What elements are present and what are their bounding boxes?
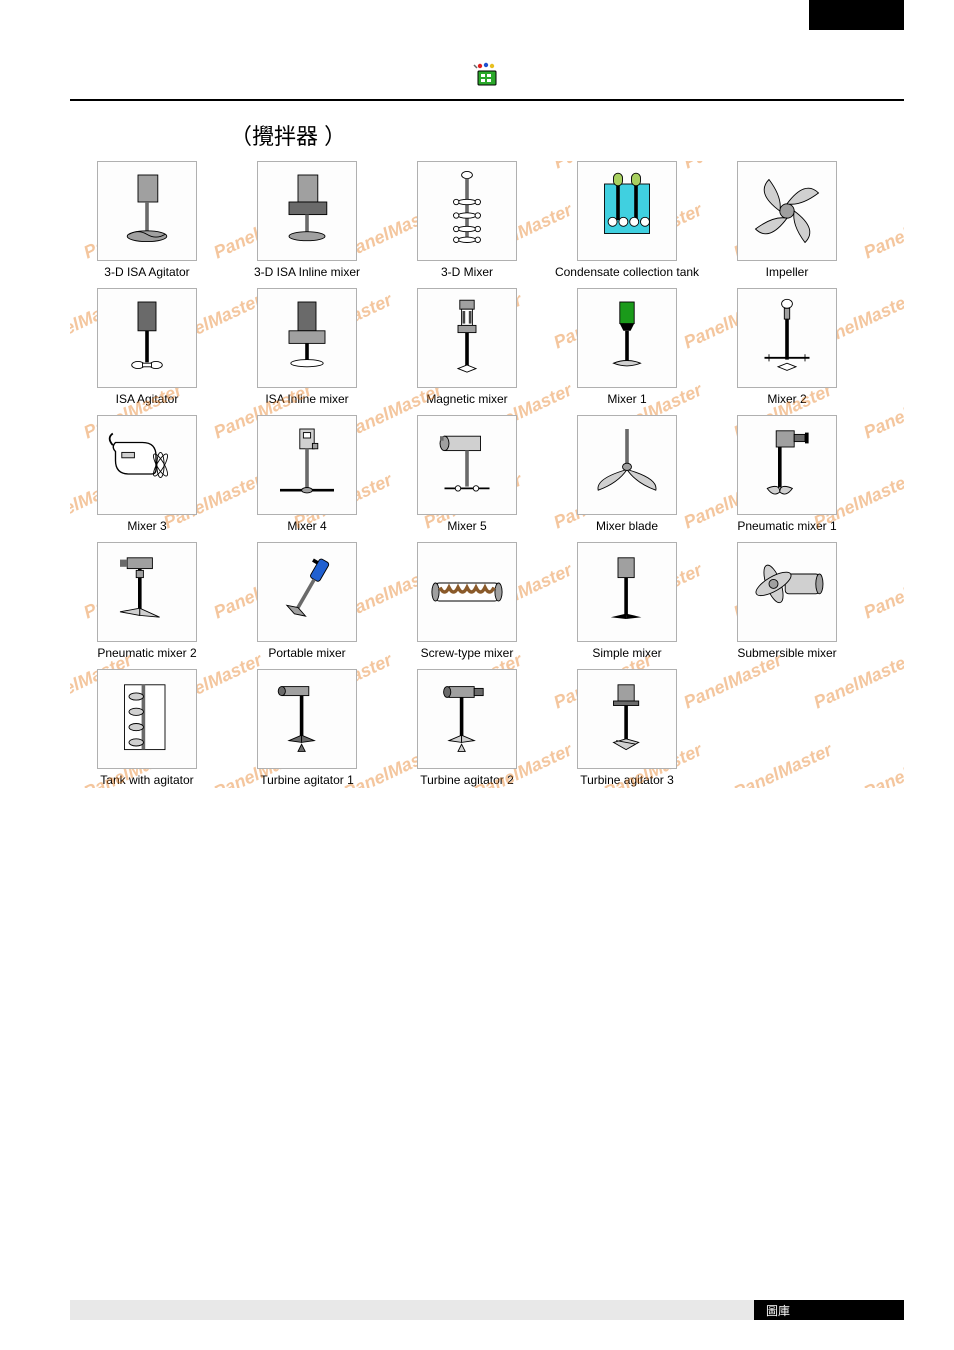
isa_inline-icon xyxy=(257,288,357,388)
mixer_3d-icon xyxy=(417,161,517,261)
turbine3-icon xyxy=(577,669,677,769)
agitator_3d_isa-icon xyxy=(97,161,197,261)
submersible-icon xyxy=(737,542,837,642)
turbine2-icon xyxy=(417,669,517,769)
footer: 圖庫 xyxy=(70,1300,904,1320)
gallery-item[interactable]: Mixer 2 xyxy=(710,288,864,407)
gallery-item-label: Turbine agitator 2 xyxy=(420,773,514,788)
gallery-item[interactable]: Mixer 5 xyxy=(390,415,544,534)
gallery-item-label: Pneumatic mixer 1 xyxy=(737,519,836,534)
magnetic_mixer-icon xyxy=(417,288,517,388)
screw-icon xyxy=(417,542,517,642)
footer-label: 圖庫 xyxy=(766,1302,790,1319)
gallery-item-label: Impeller xyxy=(766,265,809,280)
mixer4-icon xyxy=(257,415,357,515)
gallery-item[interactable]: Turbine agitator 2 xyxy=(390,669,544,788)
gallery-item[interactable]: Mixer blade xyxy=(550,415,704,534)
gallery-item[interactable]: 3-D Mixer xyxy=(390,161,544,280)
gallery-item-label: 3-D ISA Inline mixer xyxy=(254,265,360,280)
mixer_blade-icon xyxy=(577,415,677,515)
gallery-item-label: Mixer 1 xyxy=(607,392,646,407)
gallery-item-label: 3-D ISA Agitator xyxy=(104,265,189,280)
gallery-item[interactable]: Impeller xyxy=(710,161,864,280)
simple-icon xyxy=(577,542,677,642)
gallery-item-label: Pneumatic mixer 2 xyxy=(97,646,196,661)
mixer5-icon xyxy=(417,415,517,515)
gallery-item-label: Mixer 4 xyxy=(287,519,326,534)
gallery-item[interactable]: Mixer 1 xyxy=(550,288,704,407)
gallery-item[interactable]: 3-D ISA Agitator xyxy=(70,161,224,280)
pneumatic2-icon xyxy=(97,542,197,642)
tank_agitator-icon xyxy=(97,669,197,769)
gallery-item[interactable]: 3-D ISA Inline mixer xyxy=(230,161,384,280)
gallery-item-label: Mixer 3 xyxy=(127,519,166,534)
header-icon xyxy=(472,61,502,87)
header-rule xyxy=(70,65,904,101)
condensate_tank-icon xyxy=(577,161,677,261)
gallery-item[interactable]: Magnetic mixer xyxy=(390,288,544,407)
gallery-item[interactable]: Tank with agitator xyxy=(70,669,224,788)
isa_agitator-icon xyxy=(97,288,197,388)
gallery-item-label: ISA Agitator xyxy=(116,392,179,407)
page-container: （攪拌器 ） PanelMasterPanelMasterPanelMaster… xyxy=(0,0,954,788)
gallery-item-label: Mixer blade xyxy=(596,519,658,534)
gallery-item-label: Mixer 5 xyxy=(447,519,486,534)
gallery-item[interactable]: ISA Agitator xyxy=(70,288,224,407)
gallery-item[interactable]: ISA Inline mixer xyxy=(230,288,384,407)
footer-tab: 圖庫 xyxy=(754,1300,904,1320)
title-row: （攪拌器 ） xyxy=(70,119,904,151)
icon-grid: PanelMasterPanelMasterPanelMasterPanelMa… xyxy=(70,161,904,788)
gallery-item-label: Mixer 2 xyxy=(767,392,806,407)
gallery-item[interactable]: Portable mixer xyxy=(230,542,384,661)
gallery-item[interactable]: Simple mixer xyxy=(550,542,704,661)
top-black-tab xyxy=(809,0,904,30)
gallery-item-label: Turbine agitator 1 xyxy=(260,773,354,788)
gallery-item-label: Condensate collection tank xyxy=(555,265,699,280)
impeller-icon xyxy=(737,161,837,261)
portable-icon xyxy=(257,542,357,642)
gallery-item[interactable]: Turbine agitator 3 xyxy=(550,669,704,788)
gallery-item[interactable]: Submersible mixer xyxy=(710,542,864,661)
mixer3-icon xyxy=(97,415,197,515)
gallery-item[interactable]: Pneumatic mixer 1 xyxy=(710,415,864,534)
gallery-item-label: Portable mixer xyxy=(268,646,345,661)
pneumatic1-icon xyxy=(737,415,837,515)
mixer1-icon xyxy=(577,288,677,388)
agitator_3d_isa_inline-icon xyxy=(257,161,357,261)
page-title: （攪拌器 ） xyxy=(230,124,346,149)
gallery-item-label: Tank with agitator xyxy=(100,773,193,788)
gallery-item-label: Screw-type mixer xyxy=(421,646,514,661)
gallery-item-label: Simple mixer xyxy=(592,646,661,661)
gallery-item[interactable]: Mixer 3 xyxy=(70,415,224,534)
turbine1-icon xyxy=(257,669,357,769)
gallery-item-label: Turbine agitator 3 xyxy=(580,773,674,788)
mixer2-icon xyxy=(737,288,837,388)
gallery-item[interactable]: Mixer 4 xyxy=(230,415,384,534)
gallery-item[interactable]: Screw-type mixer xyxy=(390,542,544,661)
gallery-item-label: Magnetic mixer xyxy=(426,392,507,407)
gallery-item[interactable]: Pneumatic mixer 2 xyxy=(70,542,224,661)
gallery-item[interactable]: Turbine agitator 1 xyxy=(230,669,384,788)
gallery-item-label: Submersible mixer xyxy=(737,646,836,661)
gallery-item-label: 3-D Mixer xyxy=(441,265,493,280)
gallery-item[interactable]: Condensate collection tank xyxy=(550,161,704,280)
gallery-item-label: ISA Inline mixer xyxy=(265,392,348,407)
